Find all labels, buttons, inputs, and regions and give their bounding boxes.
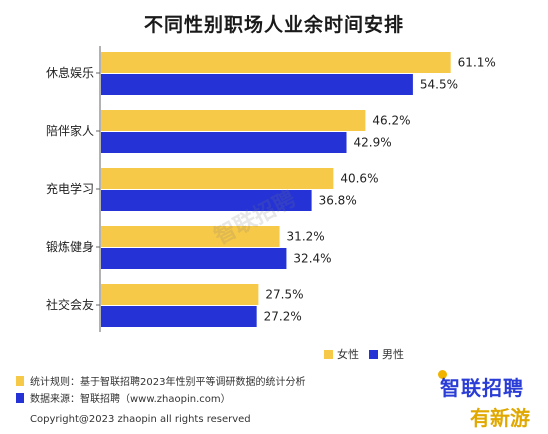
note-rule: 统计规则：基于智联招聘2023年性别平等调研数据的统计分析: [16, 372, 305, 389]
bar-female: [101, 284, 259, 305]
category-label: 社交会友: [46, 297, 94, 312]
corner-watermark: 有新游: [470, 406, 530, 430]
bar-male: [101, 248, 287, 269]
brand-logo-dot: [438, 370, 447, 379]
bar-female: [101, 226, 280, 247]
data-label: 40.6%: [340, 172, 378, 186]
legend-swatch-female: [324, 349, 333, 359]
legend-label-female: 女性: [337, 348, 359, 361]
note-rule-marker: [16, 375, 24, 386]
legend: 女性 男性: [324, 346, 404, 362]
data-label: 32.4%: [293, 252, 331, 266]
bar-male: [101, 190, 312, 211]
chart-notes: 统计规则：基于智联招聘2023年性别平等调研数据的统计分析 数据来源：智联招聘（…: [16, 372, 305, 406]
legend-item-female: 女性: [324, 346, 359, 362]
note-source-text: 数据来源：智联招聘（www.zhaopin.com）: [30, 394, 231, 405]
data-label: 54.5%: [420, 78, 458, 92]
note-rule-text: 统计规则：基于智联招聘2023年性别平等调研数据的统计分析: [30, 377, 306, 388]
data-label: 42.9%: [354, 136, 392, 150]
bar-male: [101, 132, 347, 153]
brand-logo: 智联招聘: [440, 376, 524, 400]
note-source: 数据来源：智联招聘（www.zhaopin.com）: [16, 389, 305, 406]
bar-male: [101, 74, 413, 95]
bar-male: [101, 306, 257, 327]
category-label: 陪伴家人: [46, 123, 94, 138]
category-label: 充电学习: [46, 181, 94, 196]
legend-item-male: 男性: [369, 346, 404, 362]
note-source-marker: [16, 392, 24, 403]
data-label: 27.5%: [265, 288, 303, 302]
copyright-text: Copyright@2023 zhaopin all rights reserv…: [30, 414, 251, 425]
bar-female: [101, 110, 366, 131]
bar-female: [101, 168, 334, 189]
data-label: 61.1%: [458, 56, 496, 70]
chart-title: 不同性别职场人业余时间安排: [143, 14, 404, 36]
data-label: 31.2%: [287, 230, 325, 244]
bar-female: [101, 52, 451, 73]
data-label: 27.2%: [264, 310, 302, 324]
bar-chart: 休息娱乐 61.1%54.5% 陪伴家人 46.2% 42.9% 充电学习 40.6% 36.…: [46, 46, 496, 332]
data-label: 46.2%: [372, 114, 410, 128]
category-label: 锻炼健身: [46, 239, 94, 254]
category-label: 休息娱乐: [46, 65, 94, 80]
legend-label-male: 男性: [382, 348, 404, 361]
data-label: 36.8%: [319, 194, 357, 208]
legend-swatch-male: [369, 349, 378, 359]
